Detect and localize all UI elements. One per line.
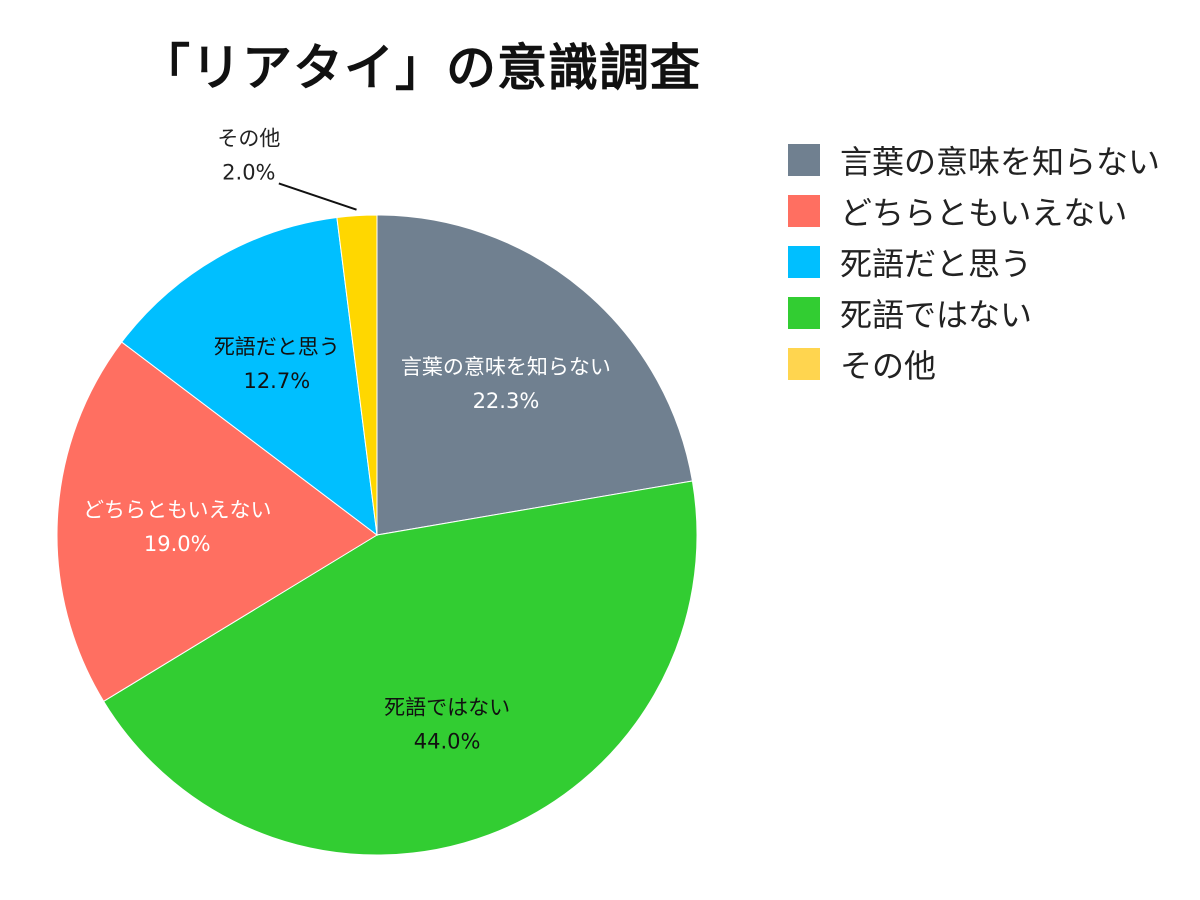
- slice-category-label: 言葉の意味を知らない: [401, 355, 611, 379]
- slice-value-label: 19.0%: [144, 532, 211, 556]
- legend-swatch: [788, 296, 820, 329]
- legend-swatch: [788, 347, 820, 380]
- legend-item: 死語だと思う: [788, 236, 1160, 287]
- slice-value-label: 2.0%: [222, 160, 275, 184]
- legend-swatch: [788, 245, 820, 278]
- pie-slice: [102, 480, 698, 856]
- legend-label: どちらともいえない: [840, 193, 1128, 232]
- slice-category-label: その他: [217, 126, 280, 150]
- legend-label: その他: [840, 346, 937, 385]
- legend-item: どちらともいえない: [788, 185, 1160, 236]
- chart-title: 「リアタイ」の意識調査: [140, 39, 701, 97]
- slice-category-label: 死語ではない: [384, 695, 510, 719]
- legend-label: 言葉の意味を知らない: [840, 142, 1161, 181]
- legend-swatch: [788, 143, 820, 176]
- slice-value-label: 44.0%: [414, 729, 481, 753]
- legend-item: 言葉の意味を知らない: [788, 134, 1160, 185]
- slice-category-label: 死語だと思う: [214, 335, 340, 359]
- slice-category-label: どちらともいえない: [83, 498, 272, 522]
- legend-item: その他: [788, 338, 1160, 389]
- slice-value-label: 12.7%: [243, 369, 310, 393]
- legend-swatch: [788, 194, 820, 227]
- slice-value-label: 22.3%: [473, 389, 540, 413]
- legend-label: 死語ではない: [840, 295, 1033, 334]
- pie-slice: [376, 214, 693, 536]
- pie-slice: [56, 341, 378, 703]
- chart-legend: 言葉の意味を知らない どちらともいえない 死語だと思う 死語ではない その他: [788, 134, 1160, 389]
- pie-slice: [121, 216, 378, 537]
- pie-slice: [336, 214, 378, 536]
- legend-item: 死語ではない: [788, 287, 1160, 338]
- legend-label: 死語だと思う: [840, 244, 1033, 283]
- leader-line: [278, 182, 357, 211]
